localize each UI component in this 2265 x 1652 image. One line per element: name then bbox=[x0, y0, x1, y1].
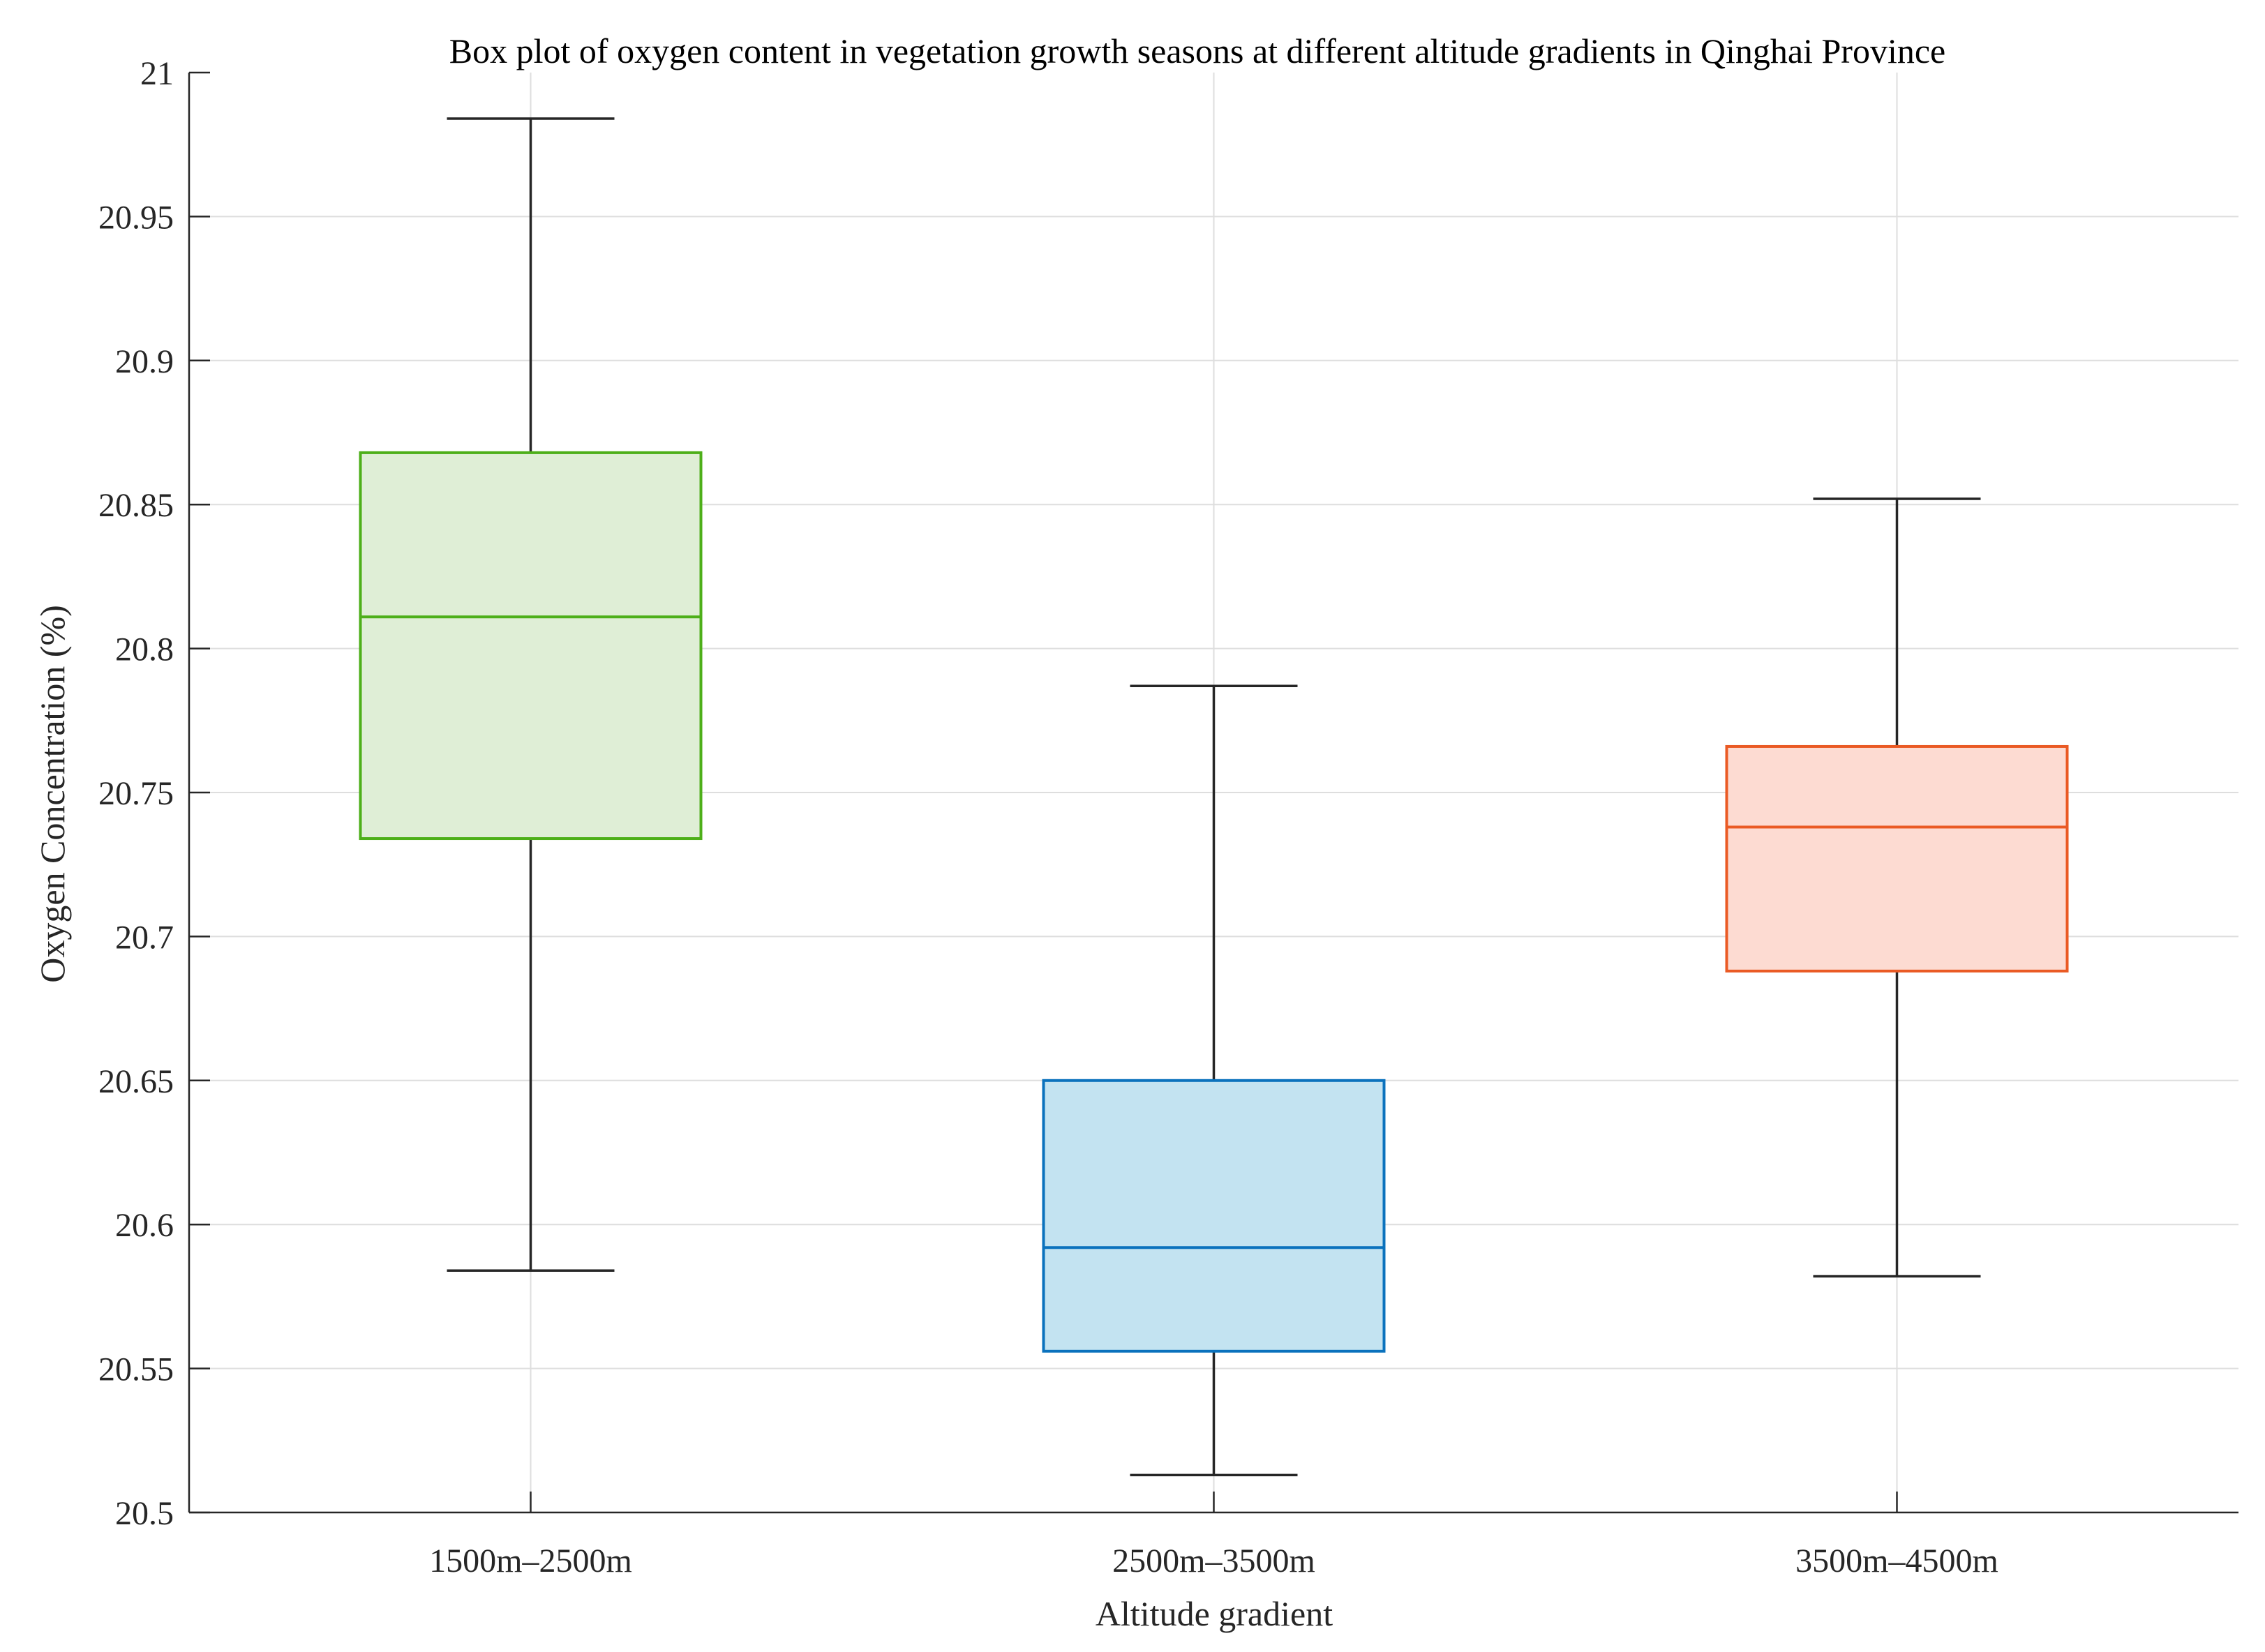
y-tick-label: 20.9 bbox=[115, 343, 174, 380]
y-tick-label: 20.5 bbox=[115, 1495, 174, 1532]
y-tick-label: 20.7 bbox=[115, 919, 174, 956]
x-axis-label: Altitude gradient bbox=[1096, 1594, 1333, 1633]
box-3 bbox=[1725, 497, 2069, 1278]
chart-title: Box plot of oxygen content in vegetation… bbox=[449, 31, 1945, 70]
y-tick-label: 20.6 bbox=[115, 1207, 174, 1244]
box-1 bbox=[359, 117, 703, 1272]
x-tick-label: 3500m–4500m bbox=[1795, 1542, 1998, 1579]
y-tick-label: 20.85 bbox=[98, 487, 174, 524]
y-tick-label: 20.55 bbox=[98, 1351, 174, 1388]
y-axis-ticks: 20.5 20.55 20.6 20.65 20.7 20.75 20.8 20.85 20.9… bbox=[98, 55, 210, 1532]
y-tick-label: 21 bbox=[140, 55, 174, 92]
box-body bbox=[1042, 1079, 1386, 1353]
x-axis-ticks: 1500m–2500m 2500m–3500m 3500m–4500m bbox=[429, 1492, 1998, 1579]
y-tick-label: 20.95 bbox=[98, 199, 174, 236]
box-series bbox=[359, 117, 2069, 1477]
y-axis-label: Oxygen Concentration (%) bbox=[33, 605, 72, 983]
x-tick-label: 1500m–2500m bbox=[429, 1542, 632, 1579]
y-tick-label: 20.8 bbox=[115, 631, 174, 668]
box-2 bbox=[1042, 684, 1386, 1477]
y-tick-label: 20.75 bbox=[98, 775, 174, 812]
box-body bbox=[359, 451, 703, 841]
x-tick-label: 2500m–3500m bbox=[1112, 1542, 1315, 1579]
y-tick-label: 20.65 bbox=[98, 1063, 174, 1100]
box-body bbox=[1725, 744, 2069, 973]
